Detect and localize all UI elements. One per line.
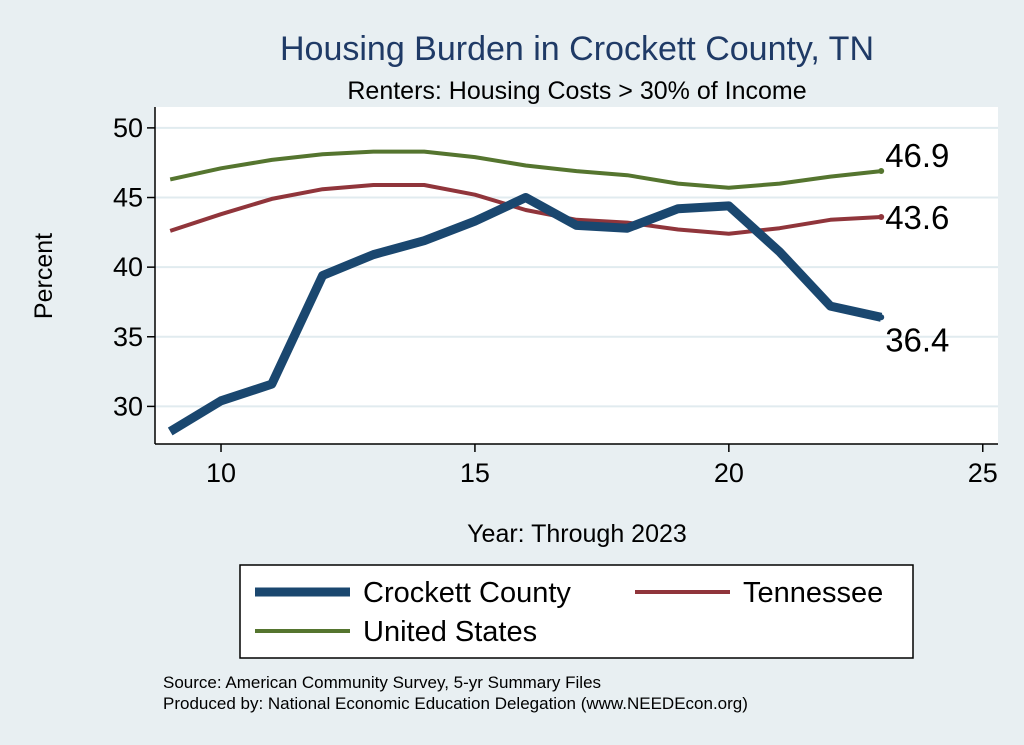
plot-area	[155, 107, 998, 444]
series-line-crockett-county	[167, 193, 883, 436]
y-tick-label: 35	[113, 322, 143, 352]
series-end-marker	[878, 314, 885, 321]
x-tick-label: 15	[460, 458, 490, 488]
end-label: 43.6	[885, 199, 949, 236]
legend-box	[239, 564, 914, 659]
x-tick-label: 10	[206, 458, 236, 488]
x-tick-label: 25	[968, 458, 998, 488]
end-label: 46.9	[885, 137, 949, 174]
source-line: Source: American Community Survey, 5-yr …	[163, 673, 601, 692]
series-line-united-states	[169, 149, 882, 190]
axes: 30 35 40 45 50 10 15 20 25	[113, 107, 998, 488]
producer-line: Produced by: National Economic Education…	[163, 694, 748, 713]
series-line-tennessee	[169, 183, 882, 236]
series-lines	[167, 149, 885, 436]
end-label: 36.4	[885, 321, 949, 358]
y-tick-label: 40	[113, 252, 143, 282]
legend-label: United States	[363, 616, 537, 648]
chart-title: Housing Burden in Crockett County, TN	[280, 30, 874, 68]
series-end-marker	[878, 214, 885, 221]
x-tick-label: 20	[714, 458, 744, 488]
y-tick-label: 50	[113, 113, 143, 143]
y-axis-title: Percent	[30, 233, 58, 319]
x-axis-title: Year: Through 2023	[467, 520, 687, 548]
y-tick-label: 45	[113, 183, 143, 213]
series-end-marker	[878, 168, 885, 175]
y-tick-label: 30	[113, 391, 143, 421]
legend-label: Crockett County	[363, 577, 571, 609]
legend-label: Tennessee	[743, 577, 883, 609]
end-labels: 36.4 43.6 46.9	[885, 137, 949, 358]
chart-subtitle: Renters: Housing Costs > 30% of Income	[347, 77, 806, 105]
legend: Crockett County Tennessee United States	[239, 564, 914, 659]
